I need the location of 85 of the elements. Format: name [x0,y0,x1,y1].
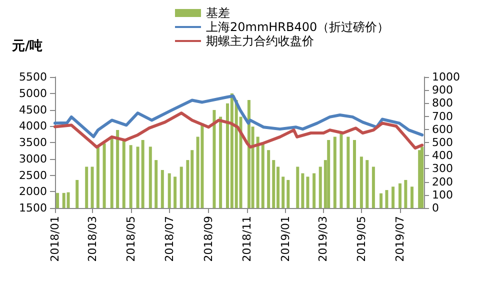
bar [174,176,177,208]
bar [410,186,414,208]
bar [333,136,336,208]
y-tick-label: 2500 [19,168,47,182]
bar [352,140,356,208]
bar [296,166,300,208]
y-tick-label: 4500 [19,103,47,116]
bar [56,192,60,208]
bar [85,166,88,208]
bar [282,176,285,208]
bar [306,176,310,208]
bar [398,183,402,208]
bar [247,100,250,208]
x-tick-label: 2019/07 [393,216,406,262]
bar [267,150,270,208]
bar [154,160,158,208]
bar [346,136,350,208]
bar [122,140,126,208]
y-tick-label: 3000 [19,152,47,166]
bar [148,146,152,208]
x-tick-label: 2019/03 [316,216,330,262]
bar [116,130,120,208]
bar [420,146,424,208]
bar [340,133,343,208]
y-tick-label: 3500 [19,136,47,149]
bar [141,140,144,208]
y2-tick-label: 800 [432,96,453,110]
x-tick-label: 2018/01 [48,216,62,262]
y2-tick-label: 1000 [432,70,460,84]
y2-tick-label: 900 [432,84,453,97]
y2-tick-label: 200 [432,175,453,188]
line-series [54,94,424,138]
y-tick-label: 4000 [19,120,47,133]
y2-tick-label: 500 [432,136,453,149]
bar [96,146,100,208]
bar [160,170,164,208]
bar [102,143,106,208]
bar [110,136,114,208]
bar [180,166,183,208]
line-series [54,112,424,150]
bar [392,186,395,208]
bar [219,116,222,208]
y2-tick-label: 300 [432,162,453,176]
bar [360,156,363,208]
y-tick-label: 2000 [19,185,47,198]
bar [90,166,94,208]
y-axis-title: 元/吨 [11,39,43,54]
bar [272,160,276,208]
bar [312,173,316,208]
y-tick-label: 5000 [19,86,47,100]
bar [404,180,408,208]
y2-tick-label: 100 [432,188,453,202]
x-tick-label: 2018/05 [124,216,138,262]
legend-label: 期螺主力合约收盘价 [206,34,314,48]
bar [301,173,304,208]
bar [286,180,290,208]
bar [261,143,264,208]
bar [212,110,216,208]
bar [366,160,369,208]
legend-label: 基差 [206,6,230,20]
x-tick-label: 2018/11 [240,216,254,262]
y2-tick-label: 0 [432,202,439,214]
bar [318,166,322,208]
bar [385,190,388,208]
x-tick-label: 2019/05 [354,216,368,262]
bar [256,136,260,208]
y2-tick-label: 600 [432,122,453,136]
bar [168,173,171,208]
x-tick-label: 2019/01 [279,216,292,262]
y-tick-label: 5500 [19,70,47,84]
bar [76,180,79,208]
bar [136,146,140,208]
legend-label: 上海20mmHRB400（折过磅价） [206,20,390,34]
bar [129,145,132,208]
x-tick-label: 2018/09 [202,216,216,262]
x-tick-label: 2018/07 [162,216,176,262]
y2-tick-label: 700 [432,110,453,123]
bar [380,193,383,208]
bar [327,140,330,208]
bar [200,123,204,208]
y2-tick-label: 400 [432,149,453,162]
y-tick-label: 1500 [19,202,47,214]
x-tick-label: 2018/03 [86,216,99,262]
bar [372,166,375,208]
bar [66,192,70,208]
